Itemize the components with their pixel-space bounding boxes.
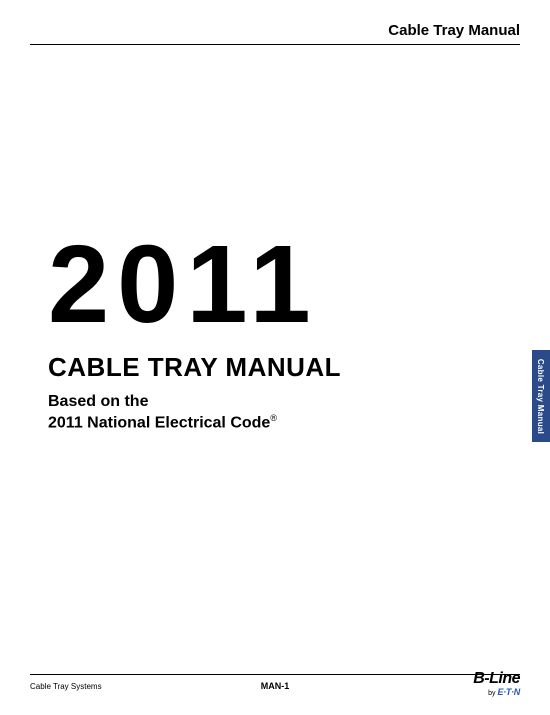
side-tab: Cable Tray Manual [532, 350, 550, 442]
footer-page-number: MAN-1 [0, 681, 550, 691]
subtitle-line2: 2011 National Electrical Code® [48, 413, 502, 432]
document-title: CABLE TRAY MANUAL [48, 352, 502, 383]
brand-byline: by E·T·N [473, 687, 520, 697]
footer-brand: B-Line by E·T·N [473, 670, 520, 697]
main-content: 2011 CABLE TRAY MANUAL Based on the 2011… [48, 235, 502, 432]
year-heading: 2011 [48, 235, 502, 334]
brand-main: B-Line [473, 670, 520, 688]
footer-rule [30, 674, 520, 675]
subtitle-text: 2011 National Electrical Code [48, 414, 270, 431]
header-title: Cable Tray Manual [388, 22, 520, 39]
subtitle-line1: Based on the [48, 393, 502, 411]
side-tab-label: Cable Tray Manual [537, 358, 546, 433]
brand-parent: E·T·N [498, 687, 521, 697]
registered-mark: ® [270, 413, 277, 423]
header-rule [30, 44, 520, 45]
brand-by-text: by [488, 690, 495, 697]
